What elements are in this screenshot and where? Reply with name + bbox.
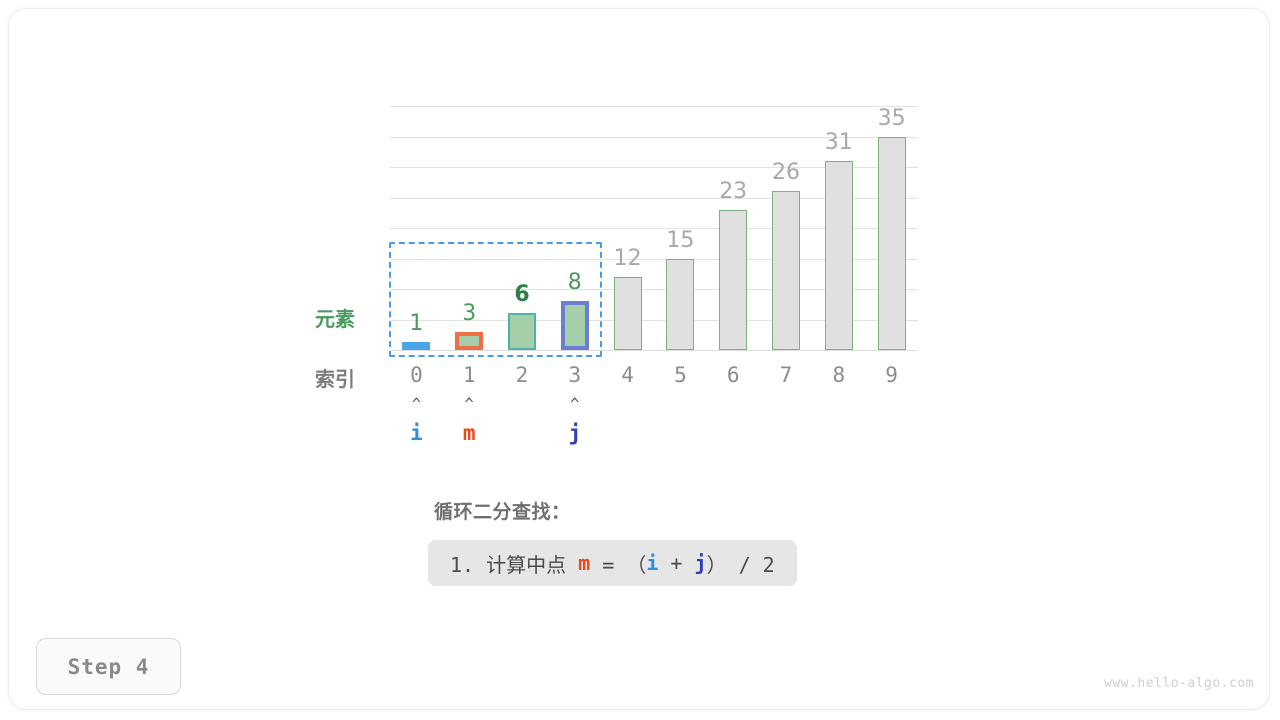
bar-value-label-3: 8 bbox=[567, 270, 582, 296]
bar-2 bbox=[508, 313, 536, 350]
formula-prefix: 1. 计算中点 bbox=[450, 552, 579, 577]
pointer-caret-j: ^ bbox=[570, 395, 580, 413]
bar-value-label-4: 12 bbox=[613, 245, 642, 271]
bar-chart bbox=[389, 100, 918, 357]
bar-value-label-9: 35 bbox=[877, 105, 906, 131]
bar-0 bbox=[402, 342, 431, 350]
gridline bbox=[390, 197, 918, 199]
bar-value-label-2: 6 bbox=[514, 282, 530, 308]
row-label-index: 索引 bbox=[315, 367, 355, 391]
bar-8 bbox=[824, 160, 853, 350]
search-range-box bbox=[389, 242, 602, 357]
gridline bbox=[390, 228, 918, 230]
watermark: www.hello-algo.com bbox=[1104, 676, 1254, 691]
gridline bbox=[390, 319, 918, 321]
bar-1 bbox=[455, 331, 484, 350]
bar-5 bbox=[666, 258, 695, 350]
gridline bbox=[390, 106, 918, 108]
row-label-elements: 元素 bbox=[315, 307, 355, 331]
bar-value-label-5: 15 bbox=[666, 227, 695, 253]
index-label-1: 1 bbox=[462, 363, 476, 387]
bar-9 bbox=[877, 136, 906, 350]
pointer-caret-m: ^ bbox=[464, 395, 474, 413]
index-label-5: 5 bbox=[674, 363, 687, 387]
index-label-8: 8 bbox=[832, 363, 846, 387]
bar-6 bbox=[719, 209, 748, 350]
formula-box: 1. 计算中点 m = （i + j） / 2 bbox=[428, 540, 797, 586]
pointer-label-m: m bbox=[462, 421, 476, 445]
formula-plus: + bbox=[658, 551, 695, 575]
gridline bbox=[390, 167, 918, 169]
index-label-2: 2 bbox=[515, 363, 529, 387]
index-label-7: 7 bbox=[779, 363, 793, 387]
step-badge: Step 4 bbox=[36, 638, 181, 695]
formula-equals: = （ bbox=[590, 552, 647, 577]
gridline bbox=[390, 258, 918, 260]
caption-text: 循环二分查找： bbox=[434, 501, 571, 523]
formula-token-j: j bbox=[694, 551, 707, 575]
bar-value-label-0: 1 bbox=[409, 311, 424, 336]
index-label-3: 3 bbox=[568, 363, 582, 387]
pointer-label-j: j bbox=[568, 421, 582, 445]
index-label-6: 6 bbox=[726, 363, 740, 387]
index-label-9: 9 bbox=[885, 363, 898, 387]
gridline bbox=[390, 289, 918, 291]
chart-baseline bbox=[390, 350, 918, 351]
gridline bbox=[390, 136, 918, 138]
formula-token-i: i bbox=[646, 551, 659, 575]
bar-3 bbox=[560, 301, 589, 350]
bar-value-label-8: 31 bbox=[824, 129, 853, 155]
pointer-caret-i: ^ bbox=[411, 395, 421, 413]
index-label-0: 0 bbox=[410, 363, 423, 387]
formula-suffix: ） / 2 bbox=[706, 552, 775, 577]
bar-4 bbox=[613, 276, 642, 350]
pointer-label-i: i bbox=[410, 421, 423, 445]
index-label-4: 4 bbox=[621, 363, 634, 387]
formula-token-m: m bbox=[578, 551, 591, 575]
bar-value-label-7: 26 bbox=[772, 160, 800, 186]
bar-value-label-6: 23 bbox=[719, 178, 748, 204]
bar-value-label-1: 3 bbox=[462, 300, 477, 326]
card-frame bbox=[8, 8, 1270, 710]
bar-7 bbox=[772, 191, 800, 350]
